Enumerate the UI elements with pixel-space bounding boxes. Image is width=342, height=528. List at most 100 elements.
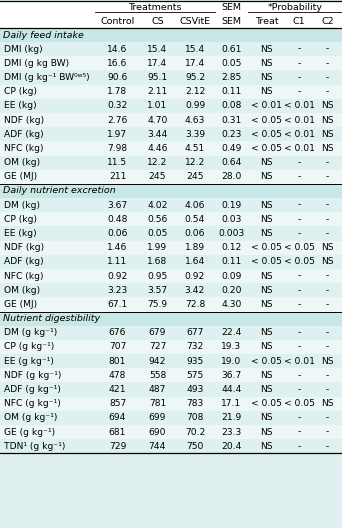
Text: < 0.05: < 0.05: [284, 243, 314, 252]
Text: 12.2: 12.2: [147, 158, 168, 167]
Text: 19.3: 19.3: [221, 342, 241, 352]
Text: < 0.05: < 0.05: [251, 243, 282, 252]
Text: -: -: [298, 413, 301, 422]
Bar: [0, 297, 342, 312]
Text: -: -: [326, 201, 329, 210]
Text: 4.46: 4.46: [147, 144, 168, 153]
Text: 0.09: 0.09: [221, 271, 242, 280]
Text: NS: NS: [321, 130, 334, 139]
Text: 67.1: 67.1: [107, 300, 128, 309]
Text: -: -: [326, 59, 329, 68]
Text: NS: NS: [260, 442, 273, 451]
Text: 676: 676: [109, 328, 126, 337]
Bar: [0, 354, 342, 368]
Bar: [0, 198, 342, 212]
Text: SEM: SEM: [222, 3, 241, 12]
Bar: [0, 340, 342, 354]
Text: 4.51: 4.51: [185, 144, 205, 153]
Text: NS: NS: [260, 413, 273, 422]
Text: 783: 783: [186, 399, 203, 408]
Text: OM (kg): OM (kg): [4, 286, 40, 295]
Text: -: -: [326, 271, 329, 280]
Text: DMI (g kg⁻¹ BW⁰ʷ⁵): DMI (g kg⁻¹ BW⁰ʷ⁵): [4, 73, 90, 82]
Text: 421: 421: [109, 385, 126, 394]
Text: 2.12: 2.12: [185, 87, 205, 96]
Text: 699: 699: [149, 413, 166, 422]
Text: GE (MJ): GE (MJ): [4, 173, 37, 182]
Text: 0.32: 0.32: [107, 101, 128, 110]
Text: < 0.05: < 0.05: [251, 356, 282, 365]
Bar: [0, 28, 342, 42]
Text: 4.30: 4.30: [221, 300, 242, 309]
Text: 3.57: 3.57: [147, 286, 168, 295]
Text: 3.44: 3.44: [147, 130, 168, 139]
Text: -: -: [298, 73, 301, 82]
Text: 1.99: 1.99: [147, 243, 168, 252]
Bar: [0, 326, 342, 340]
Text: -: -: [326, 442, 329, 451]
Text: 0.99: 0.99: [185, 101, 205, 110]
Text: NFC (kg): NFC (kg): [4, 271, 43, 280]
Text: NS: NS: [321, 243, 334, 252]
Text: NDF (kg): NDF (kg): [4, 243, 44, 252]
Text: Control: Control: [100, 17, 135, 26]
Text: ADF (kg): ADF (kg): [4, 257, 44, 267]
Text: 708: 708: [186, 413, 204, 422]
Text: 801: 801: [109, 356, 126, 365]
Text: 4.02: 4.02: [147, 201, 168, 210]
Text: 707: 707: [109, 342, 126, 352]
Text: 732: 732: [186, 342, 204, 352]
Text: < 0.05: < 0.05: [251, 257, 282, 267]
Text: Treatments: Treatments: [128, 3, 182, 12]
Text: 44.4: 44.4: [221, 385, 242, 394]
Text: NS: NS: [260, 371, 273, 380]
Text: 1.68: 1.68: [147, 257, 168, 267]
Text: 0.08: 0.08: [221, 101, 242, 110]
Text: 935: 935: [186, 356, 203, 365]
Text: 1.64: 1.64: [185, 257, 205, 267]
Text: -: -: [326, 328, 329, 337]
Text: EE (kg): EE (kg): [4, 101, 37, 110]
Text: -: -: [326, 385, 329, 394]
Text: NS: NS: [260, 215, 273, 224]
Text: 90.6: 90.6: [107, 73, 128, 82]
Text: NS: NS: [260, 229, 273, 238]
Bar: [0, 255, 342, 269]
Text: 28.0: 28.0: [221, 173, 242, 182]
Text: -: -: [326, 286, 329, 295]
Text: 21.9: 21.9: [221, 413, 242, 422]
Text: < 0.05: < 0.05: [251, 144, 282, 153]
Text: NS: NS: [260, 271, 273, 280]
Bar: [0, 411, 342, 425]
Text: ADF (g kg⁻¹): ADF (g kg⁻¹): [4, 385, 61, 394]
Text: < 0.01: < 0.01: [284, 144, 314, 153]
Text: DM (g kg⁻¹): DM (g kg⁻¹): [4, 328, 57, 337]
Text: -: -: [326, 44, 329, 54]
Bar: [0, 156, 342, 170]
Text: 942: 942: [149, 356, 166, 365]
Text: -: -: [326, 215, 329, 224]
Text: 781: 781: [149, 399, 166, 408]
Text: NDF (kg): NDF (kg): [4, 116, 44, 125]
Text: 4.63: 4.63: [185, 116, 205, 125]
Bar: [0, 227, 342, 241]
Text: 1.46: 1.46: [107, 243, 128, 252]
Text: C2: C2: [321, 17, 334, 26]
Text: 16.6: 16.6: [107, 59, 128, 68]
Text: 0.12: 0.12: [221, 243, 242, 252]
Text: 0.06: 0.06: [185, 229, 205, 238]
Bar: [0, 184, 342, 198]
Text: 0.54: 0.54: [185, 215, 205, 224]
Text: -: -: [298, 44, 301, 54]
Text: 0.06: 0.06: [107, 229, 128, 238]
Text: 211: 211: [109, 173, 126, 182]
Text: OM (kg): OM (kg): [4, 158, 40, 167]
Text: -: -: [298, 385, 301, 394]
Text: NS: NS: [321, 257, 334, 267]
Text: 2.11: 2.11: [147, 87, 168, 96]
Text: -: -: [298, 229, 301, 238]
Text: NFC (g kg⁻¹): NFC (g kg⁻¹): [4, 399, 61, 408]
Text: 4.70: 4.70: [147, 116, 168, 125]
Text: 0.11: 0.11: [221, 257, 242, 267]
Text: CS: CS: [151, 17, 164, 26]
